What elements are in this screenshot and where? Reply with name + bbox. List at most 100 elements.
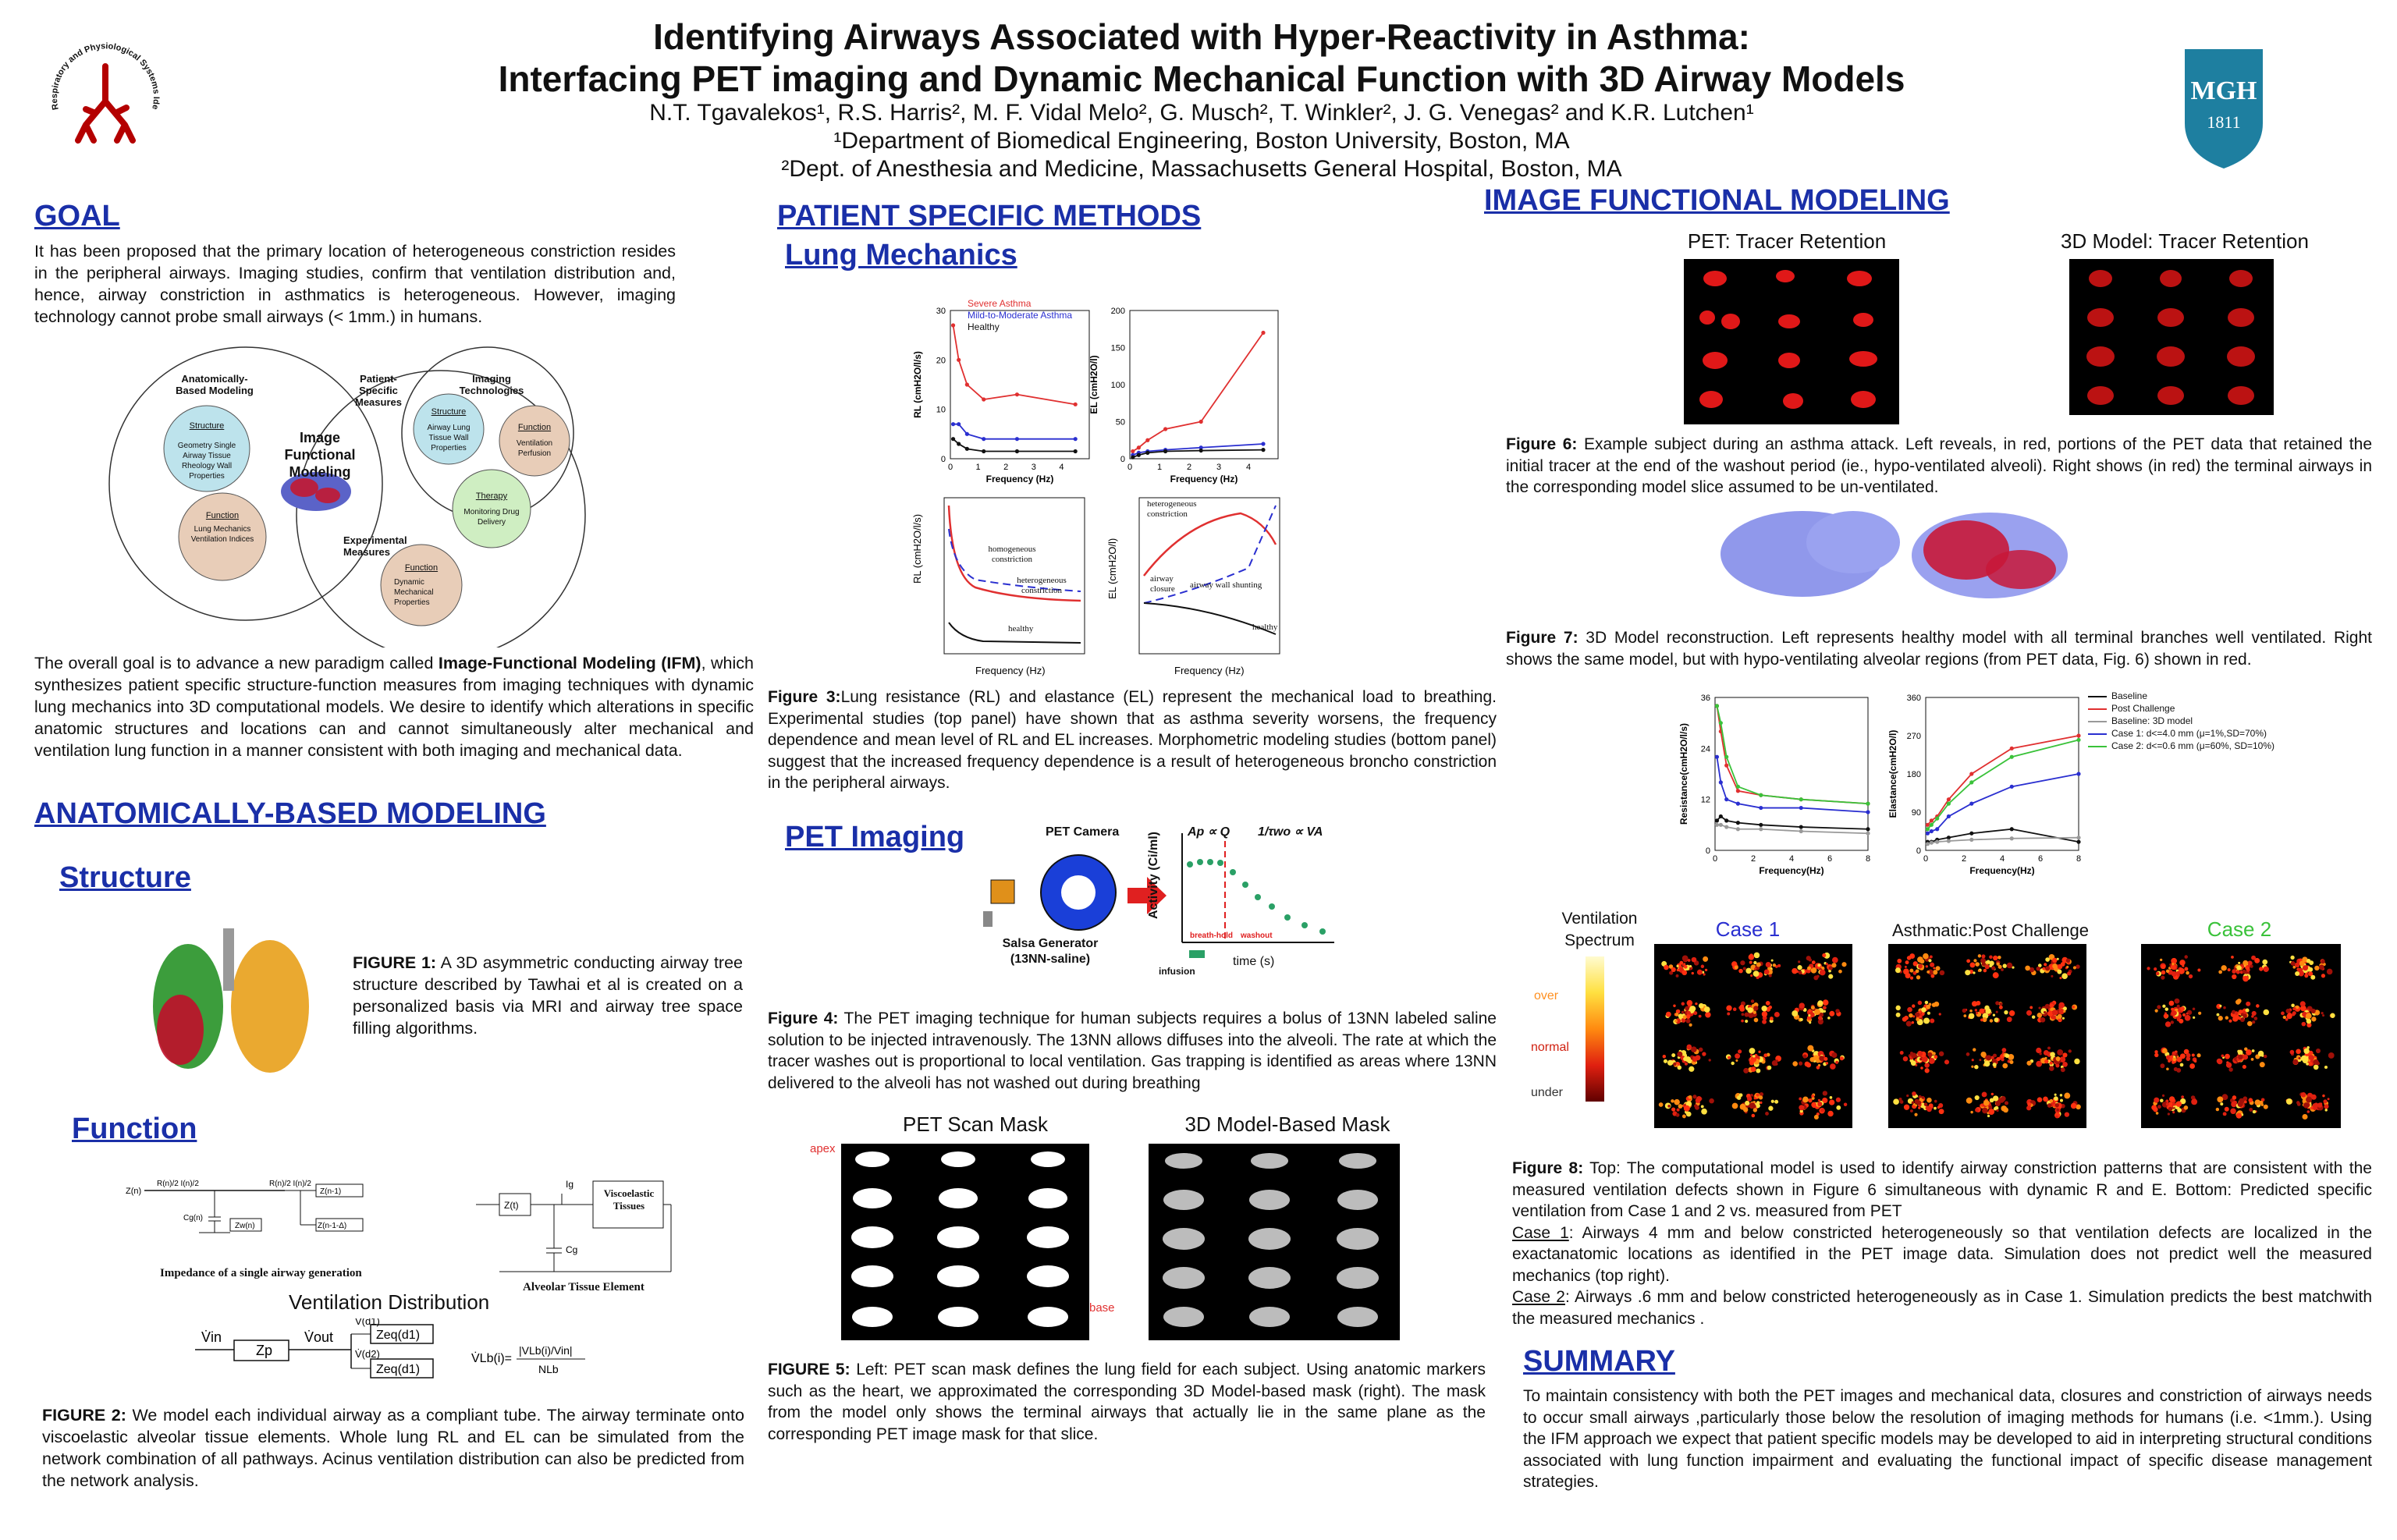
vent-speck (1831, 956, 1838, 963)
data-point (1735, 789, 1740, 793)
vent-speck (1924, 1068, 1930, 1073)
data-point (1163, 449, 1168, 454)
vent-speck (1934, 1099, 1937, 1103)
vent-speck (2182, 964, 2185, 967)
vent-speck (1971, 1065, 1974, 1068)
over-label: over (1534, 989, 1559, 1002)
vent-speck (1756, 1093, 1760, 1097)
vent-speck (2184, 955, 2188, 959)
y-tick-label: 360 (1907, 694, 1921, 703)
vent-speck (1905, 960, 1909, 965)
vent-speck (2259, 1062, 2265, 1068)
data-point (2009, 827, 2014, 832)
x-tick-label: 8 (2076, 854, 2081, 864)
vent-speck (1753, 1006, 1759, 1011)
svg-text:Z(n-1-Δ): Z(n-1-Δ) (318, 1222, 346, 1230)
vent-speck (2260, 1098, 2265, 1102)
vent-speck (1973, 971, 1976, 974)
data-point (1946, 839, 1951, 843)
data-point (1969, 831, 1974, 836)
tissue-element-label: Alveolar Tissue Element (523, 1281, 645, 1293)
vent-speck (1977, 954, 1982, 958)
vent-speck (1938, 1109, 1944, 1115)
vent-speck (2328, 1052, 2335, 1059)
data-point (1145, 438, 1150, 442)
data-point (1724, 763, 1729, 768)
vent-speck (1823, 1010, 1827, 1013)
vent-speck (1986, 1055, 1992, 1061)
vent-speck (1700, 1105, 1704, 1109)
vent-speck (2251, 1049, 2255, 1052)
vent-speck (1828, 966, 1833, 970)
vent-speck (2068, 1049, 2072, 1053)
vent-speck (2159, 958, 2163, 962)
vent-speck (1700, 964, 1705, 969)
vent-speck (2235, 1112, 2243, 1119)
vent-speck (1698, 1047, 1703, 1052)
vent-speck (1976, 1000, 1981, 1006)
vent-speck (2047, 1010, 2054, 1017)
vent-speck (1989, 960, 1994, 967)
vent-speck (1734, 965, 1738, 970)
vent-speck (1939, 970, 1945, 976)
vent-speck (2161, 970, 2166, 975)
pet-scan-mask-image (841, 1144, 1089, 1340)
vent-speck (1681, 1114, 1686, 1119)
data-point (950, 437, 956, 442)
vent-speck (1933, 967, 1936, 970)
vent-speck (1814, 1009, 1820, 1016)
vent-speck (2225, 1053, 2230, 1059)
vent-speck (1807, 966, 1812, 970)
data-point (1718, 822, 1723, 827)
vent-speck (2286, 1013, 2292, 1020)
vent-speck (2044, 963, 2047, 967)
vent-speck (1995, 1102, 2001, 1107)
vent-speck (2058, 1009, 2065, 1015)
x-axis-label: Frequency (Hz) (1170, 474, 1238, 484)
data-point (1136, 445, 1141, 450)
washout-label: washout (1241, 931, 1273, 940)
vent-speck (1902, 1056, 1909, 1062)
vent-speck (2172, 1102, 2175, 1106)
vent-speck (2236, 965, 2242, 970)
data-point (1014, 437, 1020, 442)
vent-speck (2012, 966, 2015, 969)
vent-speck (2002, 963, 2007, 968)
venn-structure-body: Geometry Single Airway Tissue Rheology W… (177, 442, 236, 481)
x-tick-label: 4 (2000, 854, 2005, 864)
vent-speck (2243, 1054, 2249, 1060)
vent-speck (1811, 1102, 1817, 1108)
vent-speck (2054, 1102, 2059, 1108)
vent-speck (1820, 1108, 1825, 1112)
vent-speck (1924, 1000, 1929, 1005)
vent-speck (2167, 1112, 2170, 1116)
vent-speck (2182, 1013, 2186, 1017)
vent-speck (2160, 1063, 2165, 1069)
vent-speck (2236, 999, 2242, 1003)
data-point (957, 357, 961, 362)
vent-speck (2065, 958, 2071, 963)
activity-label: Activity (Ci/ml) (1147, 831, 1160, 919)
vent-speck (2321, 959, 2325, 964)
svg-text:NLb: NLb (538, 1363, 559, 1375)
vent-speck (2219, 1004, 2222, 1007)
vent-speck (2251, 1010, 2257, 1017)
y-tick-label: 90 (1912, 808, 1921, 818)
y-tick-label: 0 (941, 455, 946, 464)
fig3-rl-model-chart: RL (cmH2O/l/s) Frequency (Hz) homogeneou… (905, 490, 1097, 681)
vent-speck (1692, 1095, 1697, 1099)
vent-speck (1973, 959, 1977, 963)
vent-speck (2008, 1053, 2015, 1060)
vent-speck (2290, 961, 2296, 966)
venn-patient-label: Patient-Specific Measures (355, 373, 402, 408)
vent-speck (1792, 1010, 1799, 1017)
vent-speck (2308, 1055, 2315, 1061)
x-tick-label: 1 (976, 463, 981, 472)
vent-speck (1741, 1019, 1744, 1023)
vent-speck (1835, 1009, 1840, 1013)
data-point (1929, 818, 1934, 823)
y-tick-label: 30 (936, 307, 946, 316)
vent-speck (1668, 964, 1674, 969)
vent-speck (1982, 1017, 1987, 1023)
vent-speck (1819, 1056, 1824, 1061)
